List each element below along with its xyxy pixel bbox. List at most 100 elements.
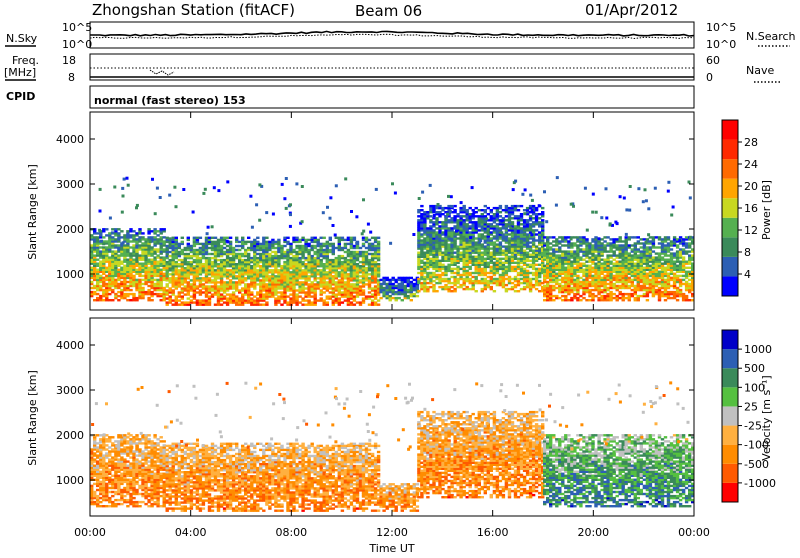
heatmap-cell [166, 289, 169, 291]
heatmap-cell [407, 295, 410, 297]
heatmap-cell [631, 250, 634, 252]
heatmap-cell [469, 278, 472, 280]
heatmap-cell [187, 243, 190, 245]
heatmap-cell [280, 304, 283, 306]
heatmap-cell [332, 293, 335, 295]
heatmap-cell [304, 304, 307, 306]
heatmap-cell [520, 215, 523, 217]
heatmap-cell [511, 217, 514, 219]
heatmap-cell [166, 239, 169, 241]
heatmap-cell [235, 281, 238, 283]
heatmap-cell [561, 259, 564, 261]
heatmap-cell [426, 286, 429, 288]
heatmap-cell [478, 215, 481, 217]
heatmap-cell [99, 281, 102, 283]
heatmap-cell [447, 227, 450, 229]
heatmap-cell [585, 281, 588, 283]
heatmap-cell [320, 269, 323, 271]
heatmap-cell [523, 286, 526, 288]
heatmap-cell [277, 239, 280, 241]
heatmap-cell [622, 265, 625, 267]
heatmap-cell [311, 245, 314, 247]
heatmap-cell [579, 263, 582, 265]
heatmap-cell [271, 245, 274, 247]
heatmap-cell [640, 259, 643, 261]
heatmap-cell [223, 281, 226, 283]
heatmap-cell [217, 281, 220, 283]
heatmap-cell [235, 304, 238, 306]
heatmap-cell [429, 272, 432, 274]
heatmap-cell [541, 219, 544, 221]
heatmap-cell [247, 247, 250, 249]
heatmap-cell [332, 259, 335, 261]
heatmap-cell [117, 295, 120, 297]
heatmap-cell [538, 247, 541, 249]
heatmap-cell [301, 263, 304, 265]
heatmap-cell [481, 213, 484, 215]
heatmap-cell [374, 269, 377, 271]
heatmap-cell [193, 259, 196, 261]
heatmap-cell [265, 304, 268, 306]
heatmap-cell [256, 291, 259, 293]
heatmap-cell [594, 263, 597, 265]
heatmap-cell [175, 263, 178, 265]
heatmap-cell [523, 256, 526, 258]
heatmap-cell [283, 263, 286, 265]
heatmap-cell [262, 237, 265, 239]
heatmap-cell [558, 275, 561, 277]
heatmap-cell [156, 254, 159, 256]
heatmap-cell [193, 301, 196, 303]
heatmap-cell [123, 259, 126, 261]
heatmap-cell [417, 278, 420, 280]
heatmap-cell [502, 272, 505, 274]
heatmap-cell [444, 284, 447, 286]
heatmap-cell [114, 244, 117, 246]
heatmap-cell [126, 293, 129, 295]
heatmap-cell [520, 205, 523, 207]
heatmap-cell [417, 219, 420, 221]
heatmap-cell [141, 232, 144, 234]
heatmap-cell [490, 286, 493, 288]
heatmap-cell [450, 250, 453, 252]
heatmap-cell [120, 281, 123, 283]
heatmap-cell [520, 278, 523, 280]
heatmap-cell [277, 291, 280, 293]
heatmap-cell [301, 269, 304, 271]
heatmap-cell [202, 299, 205, 301]
heatmap-cell [271, 293, 274, 295]
heatmap-cell [202, 304, 205, 306]
heatmap-cell [517, 215, 520, 217]
heatmap-cell [379, 283, 382, 285]
heatmap-cell [432, 250, 435, 252]
heatmap-cell [591, 259, 594, 261]
heatmap-cell [156, 281, 159, 283]
heatmap-cell [120, 230, 123, 232]
heatmap-cell [564, 281, 567, 283]
heatmap-cell [301, 255, 304, 257]
heatmap-cell [247, 269, 250, 271]
heatmap-cell [253, 295, 256, 297]
heatmap-cell [613, 259, 616, 261]
heatmap-cell [241, 255, 244, 257]
heatmap-cell [463, 288, 466, 290]
heatmap-cell [622, 240, 625, 242]
heatmap-cell [292, 285, 295, 287]
heatmap-cell [450, 286, 453, 288]
heatmap-cell [217, 285, 220, 287]
heatmap-cell [417, 215, 420, 217]
heatmap-cell [123, 265, 126, 267]
heatmap-cell [196, 285, 199, 287]
heatmap-cell [613, 250, 616, 252]
heatmap-cell [594, 281, 597, 283]
heatmap-cell [280, 291, 283, 293]
heatmap-cell [332, 304, 335, 306]
heatmap-cell [268, 241, 271, 243]
heatmap-cell [163, 240, 166, 242]
heatmap-cell [576, 265, 579, 267]
heatmap-cell [93, 236, 96, 238]
heatmap-cell [274, 263, 277, 265]
heatmap-cell [241, 259, 244, 261]
heatmap-cell [347, 273, 350, 275]
heatmap-cell [226, 281, 229, 283]
heatmap-cell [609, 291, 612, 293]
